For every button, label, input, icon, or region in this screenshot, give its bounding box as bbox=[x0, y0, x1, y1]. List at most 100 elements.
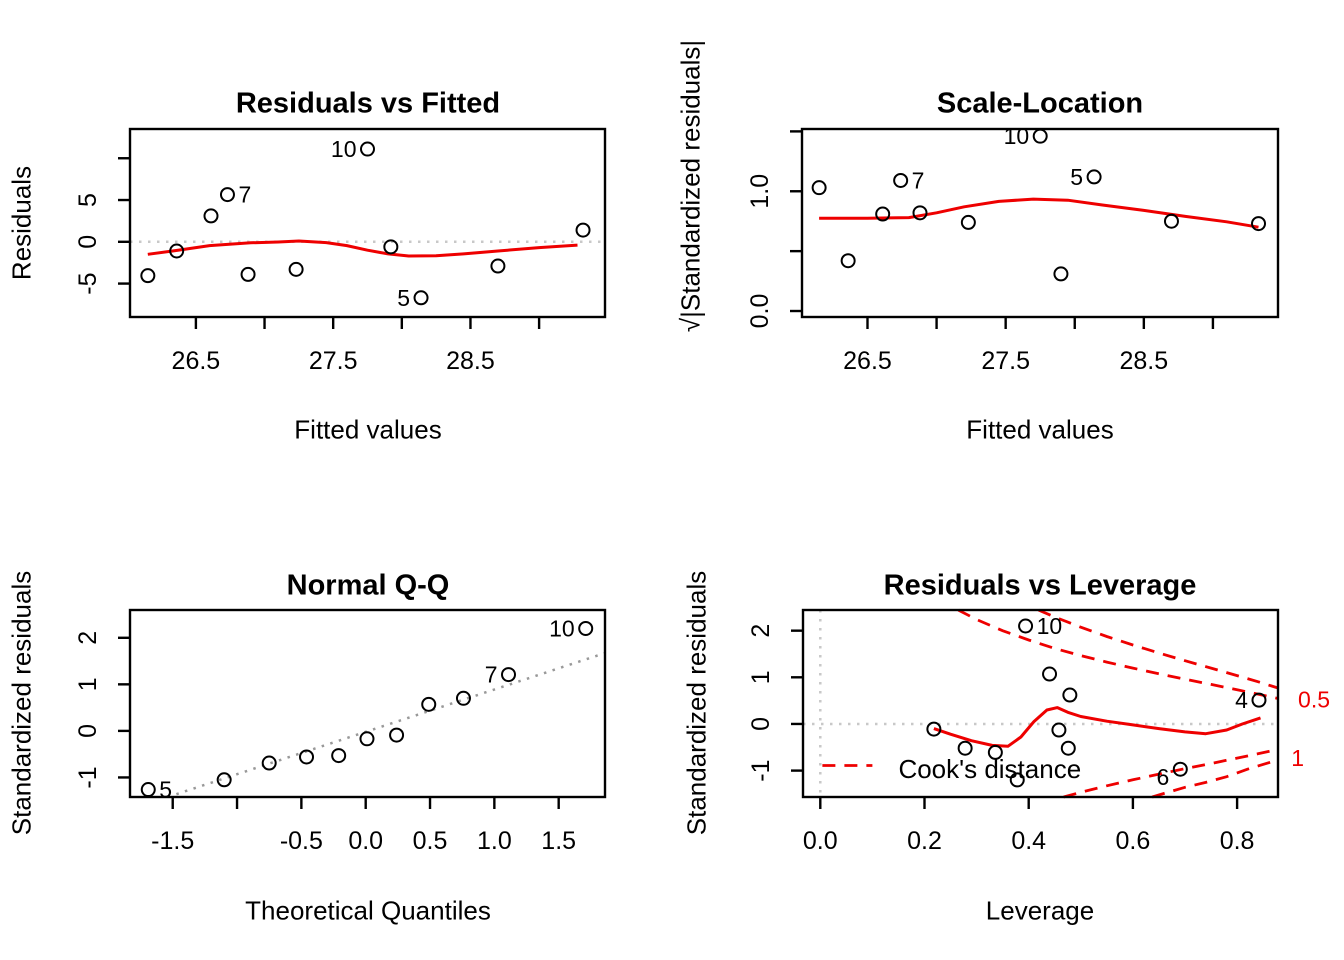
y-tick-label: -1 bbox=[747, 759, 775, 781]
data-point bbox=[926, 721, 942, 737]
observation-label-4: 4 bbox=[1235, 687, 1248, 713]
data-point bbox=[912, 205, 928, 221]
observation-label-7: 7 bbox=[912, 167, 925, 193]
data-point bbox=[331, 748, 347, 764]
x-tick-label: 0.4 bbox=[1011, 827, 1046, 855]
observation-label-10: 10 bbox=[1037, 613, 1063, 639]
data-point bbox=[216, 772, 232, 788]
panel-title-residuals-vs-fitted: Residuals vs Fitted bbox=[235, 87, 501, 120]
y-tick-label: 0 bbox=[74, 724, 102, 738]
cooks-level-label-0.5: 0.5 bbox=[1298, 686, 1330, 712]
data-point bbox=[1009, 772, 1025, 788]
qq-reference-line bbox=[167, 651, 606, 799]
x-axis-label-theoretical-quantiles: Theoretical Quantiles bbox=[245, 895, 491, 926]
smoother-line bbox=[147, 239, 578, 258]
x-axis-label-leverage: Leverage bbox=[985, 895, 1095, 926]
y-tick-label: 1 bbox=[747, 670, 775, 684]
x-tick-label: 26.5 bbox=[843, 347, 892, 375]
data-point bbox=[1018, 618, 1034, 634]
data-point bbox=[578, 620, 594, 636]
data-point bbox=[1062, 687, 1078, 703]
y-axis-label-standardized-residuals-leverage: Standardized residuals bbox=[681, 570, 712, 836]
x-tick-label: 0.0 bbox=[803, 827, 838, 855]
data-point bbox=[389, 727, 405, 743]
data-point bbox=[359, 731, 375, 747]
data-point bbox=[1251, 692, 1267, 708]
y-axis-label-residuals: Residuals bbox=[6, 165, 37, 281]
panel-title-residuals-vs-leverage: Residuals vs Leverage bbox=[883, 569, 1197, 602]
data-point bbox=[960, 214, 976, 230]
smoother-line bbox=[819, 197, 1259, 229]
cooks-distance-contour-1 bbox=[1038, 608, 1279, 690]
x-tick-label: -0.5 bbox=[280, 827, 323, 855]
data-point bbox=[299, 749, 315, 765]
x-tick-label: 27.5 bbox=[309, 347, 358, 375]
observation-label-10: 10 bbox=[331, 136, 357, 162]
data-point bbox=[957, 740, 973, 756]
x-tick-label: 0.2 bbox=[907, 827, 942, 855]
data-point bbox=[840, 253, 856, 269]
data-point bbox=[219, 187, 235, 203]
panel-box bbox=[800, 127, 1280, 319]
panel-title-normal-qq: Normal Q-Q bbox=[286, 569, 450, 602]
x-tick-label: -1.5 bbox=[151, 827, 194, 855]
y-tick-label: 1 bbox=[74, 677, 102, 691]
data-point bbox=[140, 268, 156, 284]
cooks-level-label-1: 1 bbox=[1291, 745, 1304, 771]
panel-box bbox=[128, 608, 607, 799]
cooks-distance-contour-0.5 bbox=[957, 608, 1279, 700]
x-tick-label: 26.5 bbox=[172, 347, 221, 375]
data-point bbox=[875, 206, 891, 222]
data-point bbox=[261, 755, 277, 771]
data-point bbox=[501, 667, 517, 683]
data-point bbox=[203, 208, 219, 224]
data-point bbox=[1172, 761, 1188, 777]
x-tick-label: 0.6 bbox=[1116, 827, 1151, 855]
x-tick-label: 0.5 bbox=[413, 827, 448, 855]
y-tick-label: -5 bbox=[74, 272, 102, 294]
x-tick-label: 0.8 bbox=[1220, 827, 1255, 855]
panel-box bbox=[128, 127, 607, 319]
x-axis-label-fitted-values-top-left: Fitted values bbox=[294, 414, 442, 445]
data-point bbox=[240, 266, 256, 282]
x-tick-label: 28.5 bbox=[446, 347, 495, 375]
data-point bbox=[413, 290, 429, 306]
observation-label-7: 7 bbox=[485, 662, 498, 688]
x-tick-label: 28.5 bbox=[1119, 347, 1168, 375]
data-point bbox=[1060, 740, 1076, 756]
observation-label-5: 5 bbox=[1070, 164, 1083, 190]
observation-label-5: 5 bbox=[397, 285, 410, 311]
observation-label-7: 7 bbox=[238, 182, 251, 208]
x-tick-label: 1.5 bbox=[541, 827, 576, 855]
observation-label-10: 10 bbox=[1004, 123, 1030, 149]
y-axis-label-sqrt-standardized-residuals: √|Standardized residuals| bbox=[675, 39, 706, 333]
y-tick-label: 1.0 bbox=[746, 174, 774, 209]
y-tick-label: 2 bbox=[74, 631, 102, 645]
cooks-distance-contour-0.5 bbox=[1063, 748, 1279, 799]
data-point bbox=[1032, 128, 1048, 144]
data-point bbox=[1163, 213, 1179, 229]
smoother-line bbox=[933, 706, 1261, 748]
panel-title-scale-location: Scale-Location bbox=[936, 87, 1144, 120]
data-point bbox=[360, 141, 375, 157]
data-point bbox=[575, 222, 591, 238]
y-tick-label: -1 bbox=[74, 766, 102, 788]
data-point bbox=[1051, 722, 1067, 738]
data-point bbox=[987, 744, 1003, 760]
data-point bbox=[455, 690, 471, 706]
y-tick-label: 2 bbox=[747, 624, 775, 638]
x-axis-label-fitted-values-top-right: Fitted values bbox=[966, 414, 1114, 445]
data-point bbox=[140, 782, 156, 798]
y-tick-label: 0.0 bbox=[746, 294, 774, 329]
y-tick-label: 0 bbox=[74, 235, 102, 249]
data-point bbox=[169, 243, 185, 259]
x-tick-label: 27.5 bbox=[981, 347, 1030, 375]
data-point bbox=[1251, 216, 1267, 232]
observation-label-6: 6 bbox=[1157, 764, 1170, 790]
observation-label-10: 10 bbox=[549, 615, 575, 641]
data-point bbox=[421, 696, 437, 712]
data-point bbox=[288, 261, 304, 277]
y-tick-label: 5 bbox=[74, 193, 102, 207]
